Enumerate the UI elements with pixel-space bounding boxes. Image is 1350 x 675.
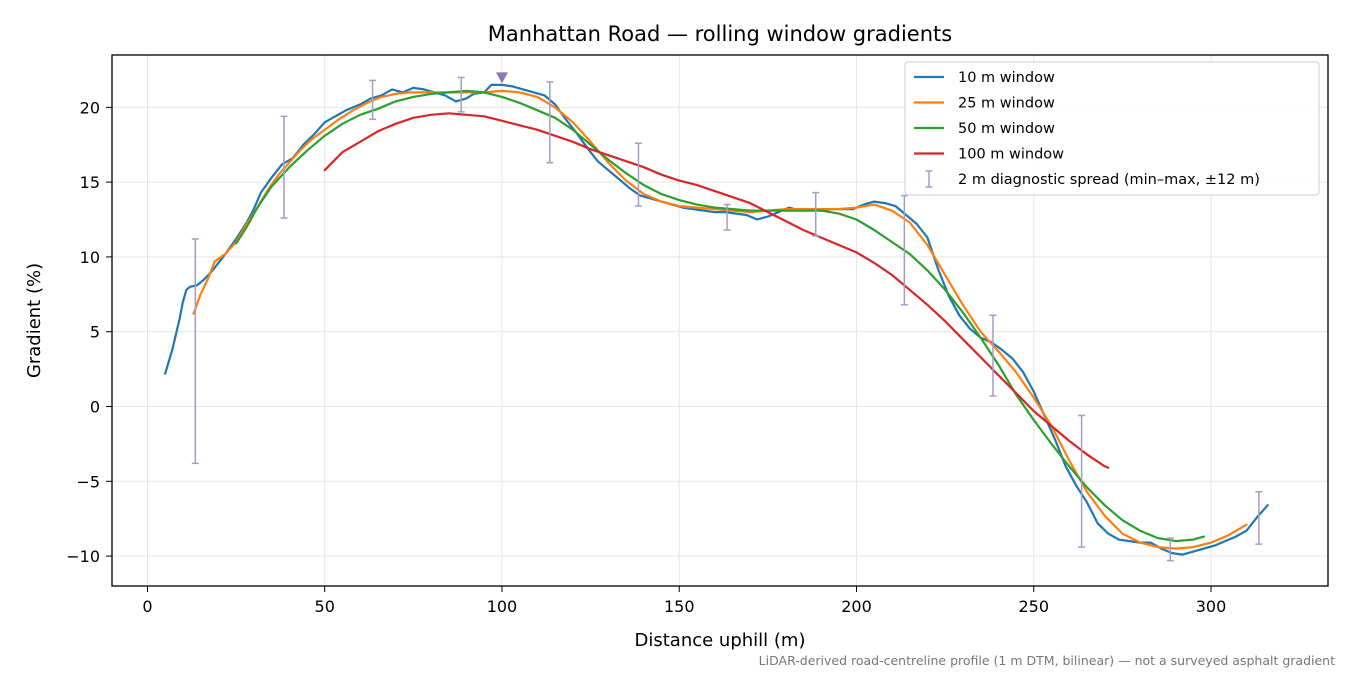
legend-label: 2 m diagnostic spread (min–max, ±12 m)	[958, 172, 1260, 188]
axis-ticks: 0 50 100 150 200 250 300 −10 −5 0 5 10 15 20	[66, 98, 1226, 616]
legend-label: 10 m window	[958, 70, 1055, 86]
y-tick-label: 5	[90, 323, 100, 342]
y-tick-label: −10	[66, 547, 100, 566]
legend-box	[904, 61, 1320, 196]
y-tick-label: 15	[80, 173, 100, 192]
legend-item: 10 m window	[914, 70, 1055, 86]
x-tick-label: 200	[841, 597, 872, 616]
errorbar	[1166, 537, 1174, 562]
series-line-50-m-window	[235, 89, 1206, 543]
legend-label: 50 m window	[958, 121, 1055, 137]
errorbar	[1255, 491, 1263, 545]
x-tick-label: 100	[487, 597, 518, 616]
legend-item: 2 m diagnostic spread (min–max, ±12 m)	[925, 170, 1260, 188]
errorbar-group	[191, 76, 1263, 562]
y-axis-title: Gradient (%)	[24, 263, 45, 378]
x-tick-label: 50	[315, 597, 335, 616]
errorbar	[369, 79, 377, 121]
y-tick-label: 10	[80, 248, 100, 267]
errorbar	[812, 191, 820, 237]
y-tick-label: −5	[76, 472, 100, 491]
x-tick-label: 150	[664, 597, 695, 616]
series-group	[164, 72, 1269, 556]
grid-lines	[112, 55, 1328, 586]
chart-title: Manhattan Road — rolling window gradient…	[488, 22, 952, 46]
x-tick-label: 0	[142, 597, 152, 616]
legend-label: 100 m window	[958, 147, 1064, 163]
errorbar	[900, 194, 908, 306]
series-line-10-m-window	[164, 83, 1269, 556]
legend-item: 25 m window	[914, 96, 1055, 112]
x-axis-title: Distance uphill (m)	[635, 630, 806, 651]
errorbar	[1078, 414, 1086, 548]
plot-frame	[111, 54, 1329, 587]
legend-label: 25 m window	[958, 96, 1055, 112]
series-line-100-m-window	[323, 112, 1110, 469]
errorbar	[634, 142, 642, 207]
errorbar	[280, 115, 288, 219]
x-tick-label: 300	[1196, 597, 1227, 616]
footnote: LiDAR-derived road-centreline profile (1…	[759, 653, 1335, 668]
errorbar	[546, 81, 554, 164]
y-tick-label: 0	[90, 398, 100, 417]
x-tick-label: 250	[1018, 597, 1049, 616]
errorbar	[191, 238, 199, 465]
peak-marker	[495, 72, 508, 84]
legend: 10 m window 25 m window 50 m window 100 m w…	[904, 61, 1320, 196]
series-line-25-m-window	[192, 89, 1248, 550]
legend-item: 100 m window	[914, 147, 1064, 163]
legend-item: 50 m window	[914, 121, 1055, 137]
errorbar	[989, 314, 997, 397]
errorbar	[457, 76, 465, 113]
y-tick-label: 20	[80, 98, 100, 117]
errorbar	[723, 203, 731, 231]
